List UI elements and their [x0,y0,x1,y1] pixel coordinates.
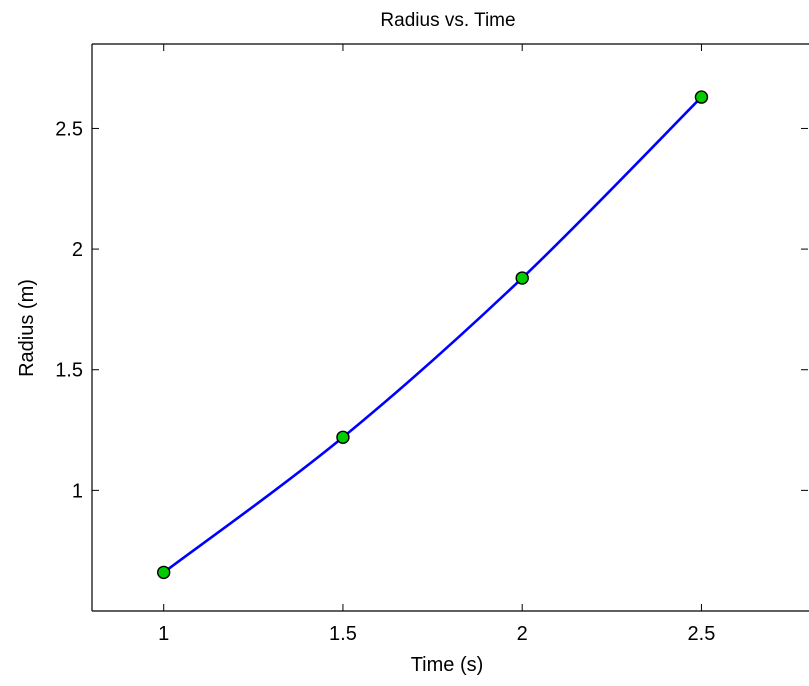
x-tick-label: 1.5 [329,623,357,645]
axes-box [91,43,809,612]
data-point-marker [694,90,709,104]
data-point-marker [156,565,171,580]
plot-series [162,96,703,574]
x-tick-label: 2 [517,623,528,645]
chart-title: Radius vs. Time [380,10,515,31]
x-tick-label: 2.5 [688,623,716,645]
data-markers [156,90,709,580]
series-line [162,96,703,574]
x-tick-label: 1 [158,623,169,645]
y-axis-label: Radius (m) [16,279,38,377]
y-tick-label: 1 [72,480,83,502]
tick-labels: 1 1.5 2 2.5 1 1.5 2 2.5 [55,118,715,645]
tick-marks [92,44,808,611]
data-point-marker [515,271,529,285]
x-axis-label: Time (s) [411,654,484,676]
y-tick-label: 1.5 [55,360,83,382]
data-point-marker [336,430,350,444]
y-tick-label: 2 [72,239,83,261]
y-tick-label: 2.5 [55,118,83,140]
